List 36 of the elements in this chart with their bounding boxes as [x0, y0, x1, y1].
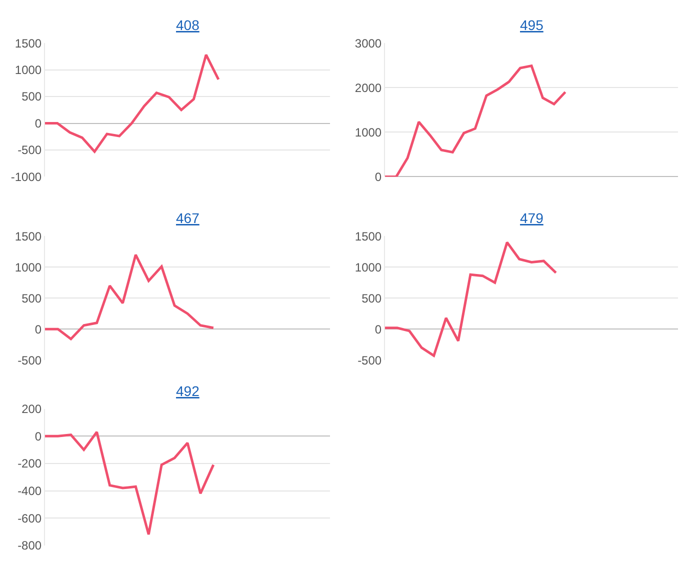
y-tick-label: -400 — [18, 484, 42, 498]
y-tick-label: 1000 — [14, 63, 42, 78]
y-tick-label: 0 — [34, 322, 42, 336]
y-tick-label: 1500 — [14, 36, 42, 50]
y-tick-label: 3000 — [354, 36, 382, 50]
y-tick-label: 500 — [22, 291, 42, 306]
y-tick-label: 0 — [34, 116, 42, 130]
y-tick-label: 2000 — [354, 80, 382, 95]
y-tick-label: 1000 — [354, 260, 382, 274]
y-tick-label: 500 — [362, 291, 382, 306]
y-tick-label: 1000 — [14, 260, 42, 274]
y-tick-label: -800 — [18, 538, 42, 553]
chart-title: 479 — [520, 210, 544, 226]
y-tick-label: -500 — [18, 143, 42, 158]
line-series — [45, 54, 220, 153]
line-series — [45, 430, 215, 536]
y-tick-label: 200 — [22, 402, 42, 416]
y-tick-label: -600 — [18, 511, 42, 526]
y-tick-label: 1500 — [14, 229, 42, 244]
y-tick-label: 1000 — [354, 125, 382, 140]
y-tick-label: -500 — [18, 353, 42, 368]
chart-title: 492 — [176, 383, 200, 399]
chart-title: 408 — [176, 17, 200, 33]
y-tick-label: 0 — [34, 429, 42, 444]
line-series — [385, 241, 558, 357]
y-tick-label: -500 — [358, 353, 382, 368]
y-tick-label: 1500 — [354, 229, 382, 244]
y-tick-label: 0 — [374, 170, 382, 184]
line-series — [385, 64, 567, 177]
y-tick-label: 0 — [374, 322, 382, 336]
chart-title: 467 — [176, 210, 200, 226]
y-tick-label: -200 — [18, 456, 42, 471]
chart-title: 495 — [520, 17, 544, 33]
line-series — [45, 254, 215, 340]
y-tick-label: -1000 — [10, 170, 42, 184]
y-tick-label: 500 — [22, 90, 42, 104]
